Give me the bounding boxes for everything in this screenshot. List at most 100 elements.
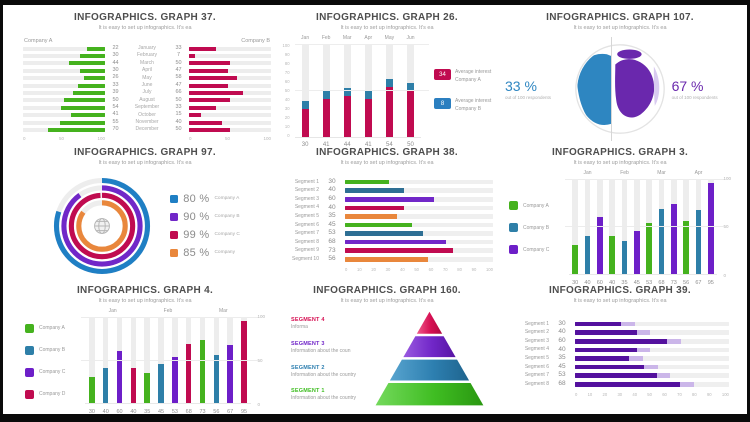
value-labels: 30 40 60 40 35 45 53 68 73 56 67 95 — [85, 404, 251, 415]
bar-track — [189, 120, 271, 125]
value-label: 7 — [176, 52, 181, 59]
bar-cell — [655, 178, 667, 274]
bar-track — [23, 68, 105, 73]
bar-cell — [358, 43, 379, 137]
bar-track — [23, 113, 105, 118]
bar-fill — [241, 320, 247, 403]
bar-track — [189, 90, 271, 95]
card-header: INFOGRAPHICS. GRAPH 26. It is easy to se… — [275, 12, 499, 31]
percent-caption: out of 100 respondents — [671, 94, 718, 100]
bar-track — [575, 356, 729, 361]
legend: Company A Company B Company C — [505, 170, 561, 287]
value-label: 50 — [407, 142, 414, 148]
bar-track — [345, 188, 493, 193]
legend-label: Company B — [39, 347, 66, 354]
value-label: 60 — [596, 280, 603, 286]
legend-label: Company A — [39, 325, 65, 332]
divider-line — [611, 37, 613, 142]
stat-right: 67 % out of 100 respondents — [671, 78, 735, 100]
axis-tick: 50 — [257, 357, 263, 363]
axis-tick: 10 — [357, 266, 362, 272]
bar-fill — [102, 368, 109, 403]
bar-track — [189, 53, 271, 58]
value-label: 35 — [144, 409, 151, 415]
bar-fill — [89, 377, 95, 403]
percent-value: 90 % — [183, 210, 210, 223]
bar-fill — [172, 357, 178, 403]
spacer — [126, 136, 168, 141]
value-label: 41 — [322, 142, 330, 148]
value-label: 68 — [185, 409, 192, 415]
bar-company-b — [322, 91, 330, 99]
card-header: INFOGRAPHICS. GRAPH 39. It is easy to se… — [505, 285, 735, 304]
bar-track — [345, 214, 493, 219]
bar-fill — [575, 321, 622, 327]
bar-track — [345, 222, 493, 228]
bar-track — [23, 53, 105, 58]
segment-label: Segment 6 — [294, 221, 319, 228]
card-graph-26: INFOGRAPHICS. GRAPH 26. It is easy to se… — [275, 12, 499, 148]
axis-row: 0 10 20 30 40 50 60 70 80 90 100 — [511, 391, 729, 398]
card-subtitle: It is easy to set up infographics. It's … — [340, 24, 434, 31]
card-title: INFOGRAPHICS. GRAPH 107. — [546, 12, 694, 23]
value-label: 33 — [175, 103, 182, 110]
bar-track — [189, 113, 271, 118]
legend-badge: 8 — [434, 98, 451, 110]
bar-cell — [618, 178, 630, 274]
bar-cell — [223, 316, 237, 403]
bar-company-b — [189, 120, 222, 125]
segment-label: Segment 1 — [524, 320, 549, 327]
bar-track — [172, 316, 178, 403]
slide-canvas: INFOGRAPHICS. GRAPH 37. It is easy to se… — [3, 5, 747, 415]
month-label: August — [139, 96, 155, 103]
bar-track — [189, 68, 271, 73]
month-labels: Jan Feb Mar Apr May Jun — [295, 35, 421, 44]
axis-tick: 50 — [647, 391, 652, 397]
bar-cell — [209, 316, 223, 403]
segment-label: Segment 6 — [524, 363, 549, 370]
card-title: INFOGRAPHICS. GRAPH 4. — [76, 285, 214, 296]
bar-row: Segment 9 73 — [281, 247, 493, 254]
tornado-row: 41 October 15 — [23, 112, 271, 118]
chart-graph-107: 33 % out of 100 respondents 67 % out of 100… — [505, 33, 735, 147]
value-label: 70 — [112, 126, 119, 133]
bar-track — [671, 178, 677, 274]
bar-fill — [345, 239, 446, 245]
value-label: 95 — [707, 280, 714, 286]
axis-tick: 20 — [284, 114, 290, 120]
bars-area: 100 50 0 — [565, 176, 731, 278]
bar-row: Segment 4 40 — [511, 346, 729, 353]
card-graph-97: INFOGRAPHICS. GRAPH 97. It is easy to se… — [21, 147, 269, 284]
axis-tick: 0 — [345, 266, 348, 272]
legend-label: Company B — [523, 224, 550, 231]
value-label: 35 — [621, 280, 628, 286]
hbar-chart: Segment 1 30 Segment 2 40 Segment 3 60 Segment… — [505, 306, 735, 414]
axis-ticks-right: 0 50 100 — [189, 136, 271, 141]
bars-area: 100 50 0 — [81, 314, 265, 407]
globe-wrap — [572, 37, 667, 142]
bar-cell — [126, 316, 140, 403]
bar-row: Segment 8 68 — [511, 381, 729, 387]
bar-row: Segment 8 68 — [281, 238, 493, 245]
value-label: 56 — [213, 409, 220, 415]
chart-graph-97: 80 % Company A 90 % Company B 99 % Company C 8… — [21, 168, 269, 285]
segment-label: Segment 9 — [294, 247, 319, 254]
bar-company-a — [86, 46, 105, 51]
bar-company-b — [189, 76, 237, 81]
legend-swatch — [25, 345, 34, 355]
bar-cell — [379, 43, 400, 137]
card-subtitle: It is easy to set up infographics. It's … — [98, 159, 192, 166]
value-label: 39 — [112, 89, 119, 96]
month-label: Jan — [583, 169, 592, 176]
bar-company-a — [47, 127, 105, 132]
bar-fill — [345, 196, 434, 202]
axis-tick: 90 — [471, 266, 477, 272]
bar-cell — [85, 316, 99, 403]
legend-label: Company D — [39, 391, 66, 398]
bar-cell — [643, 178, 655, 274]
y-axis-ticks: 100 50 0 — [723, 176, 731, 279]
value-label: 41 — [112, 111, 119, 118]
bar-company-a — [301, 108, 309, 137]
axis-tick: 40 — [284, 96, 290, 102]
bar-company-a — [73, 90, 105, 95]
